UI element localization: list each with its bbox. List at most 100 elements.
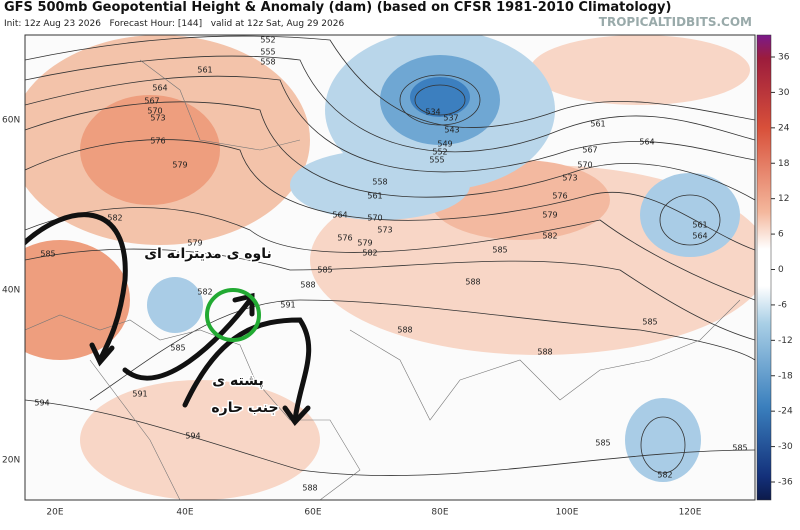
contour-label: 561 (367, 192, 382, 201)
annotation: پشته ی (212, 373, 263, 389)
contour-label: 552 (260, 36, 275, 45)
contour-label: 591 (132, 390, 147, 399)
contour-label: 564 (152, 84, 167, 93)
height-contours (25, 35, 755, 476)
colorbar-tick-label: 0 (778, 265, 784, 275)
contour-label: 573 (562, 174, 577, 183)
arrow (25, 212, 128, 363)
colorbar-ticks: 36 30 24 18 12 6 0 -6 -12 -18 -24 -30 -36 (771, 53, 793, 488)
contour-label: 579 (542, 211, 557, 220)
contour-labels: 5525555585615645675705735765795825855795… (34, 36, 747, 493)
contour-label: 585 (492, 246, 507, 255)
colorbar-tick-label: -12 (778, 336, 793, 346)
contour-label: 576 (552, 192, 567, 201)
coastline (349, 299, 741, 421)
latitude-label: 40N (2, 286, 20, 296)
contour-label: 567 (144, 97, 159, 106)
positive-anomaly (25, 240, 130, 360)
contour-label: 588 (465, 278, 480, 287)
map-frame (24, 34, 756, 501)
contour (25, 35, 755, 129)
coastline (139, 59, 301, 151)
title: GFS 500mb Geopotential Height & Anomaly … (4, 0, 671, 15)
contour-label: 561 (590, 120, 605, 129)
contour-label: 558 (260, 58, 275, 67)
arrows (25, 212, 312, 426)
contour (25, 101, 755, 201)
contour-label: 591 (280, 301, 295, 310)
colorbar-tick-label: 6 (778, 230, 784, 240)
longitude-label: 60E (304, 508, 321, 518)
contour-label: 543 (444, 126, 459, 135)
contour (640, 416, 686, 474)
negative-anomaly (625, 398, 701, 482)
contour-label: 564 (692, 232, 707, 241)
contour-label: 549 (437, 140, 452, 149)
contour-label: 570 (577, 161, 592, 170)
contour-label: 579 (357, 239, 372, 248)
contour-label: 582 (362, 249, 377, 258)
contour-label: 564 (332, 211, 347, 220)
contour-label: 594 (34, 399, 49, 408)
contour-label: 552 (432, 148, 447, 157)
latitude-label: 20N (2, 456, 20, 466)
longitude-label: 40E (176, 508, 193, 518)
colorbar-tick-label: 12 (778, 194, 789, 204)
anomaly-fields (25, 35, 755, 500)
contour-label: 573 (377, 226, 392, 235)
contour-label: 588 (302, 484, 317, 493)
contour-label: 585 (317, 266, 332, 275)
colorbar-tick-label: -6 (778, 300, 787, 310)
latitude-label: 60N (2, 116, 20, 126)
contour-label: 588 (397, 326, 412, 335)
contour-label: 585 (595, 439, 610, 448)
colorbar-tick-label: -24 (778, 407, 793, 417)
contour-label: 573 (150, 114, 165, 123)
arrow (122, 297, 253, 381)
annotation: ناوه ی مدیترانه ای (144, 246, 272, 262)
negative-anomaly (410, 77, 470, 117)
contour-label: 585 (170, 344, 185, 353)
contour-label: 585 (40, 250, 55, 259)
annotation: جنب حاره (211, 400, 278, 416)
colorbar-tick-label: 18 (778, 159, 790, 169)
longitude-label: 80E (431, 508, 448, 518)
contour-label: 570 (367, 214, 382, 223)
contour (25, 399, 755, 476)
contour (25, 207, 755, 301)
colorbar-tick-label: 24 (778, 123, 790, 133)
colorbar-tick-label: 36 (778, 53, 790, 63)
contour-label: 579 (172, 161, 187, 170)
longitude-label: 120E (679, 508, 702, 518)
colorbar-tick-label: -18 (778, 371, 793, 381)
colorbar-tick-label: -36 (778, 478, 793, 488)
contour (25, 75, 755, 173)
contour (659, 194, 721, 246)
contour (25, 248, 755, 341)
negative-anomaly (640, 173, 740, 257)
contour-label: 555 (429, 156, 444, 165)
highlight-circle (205, 288, 261, 342)
subtitle: Init: 12z Aug 23 2026 Forecast Hour: [14… (4, 19, 344, 29)
contour (25, 55, 755, 153)
contour-label: 558 (372, 178, 387, 187)
contour-label: 567 (582, 146, 597, 155)
contour-label: 564 (639, 138, 654, 147)
contour-label: 561 (692, 221, 707, 230)
contour-label: 582 (657, 471, 672, 480)
contour-label: 576 (150, 137, 165, 146)
positive-anomaly (530, 35, 750, 105)
arrowhead (282, 405, 311, 426)
arrowhead (89, 342, 115, 367)
colorbar-tick-label: -30 (778, 442, 793, 452)
axis-labels: 20E 40E 60E 80E 100E 120E 60N 40N 20N (2, 116, 702, 518)
colorbar-tick-label: 30 (778, 88, 790, 98)
negative-anomaly (147, 277, 203, 333)
colorbar (756, 34, 772, 501)
positive-anomaly (80, 95, 220, 205)
contour-label: 582 (542, 232, 557, 241)
contour-label: 537 (443, 114, 458, 123)
contour (89, 299, 755, 401)
contour-label: 534 (425, 108, 440, 117)
